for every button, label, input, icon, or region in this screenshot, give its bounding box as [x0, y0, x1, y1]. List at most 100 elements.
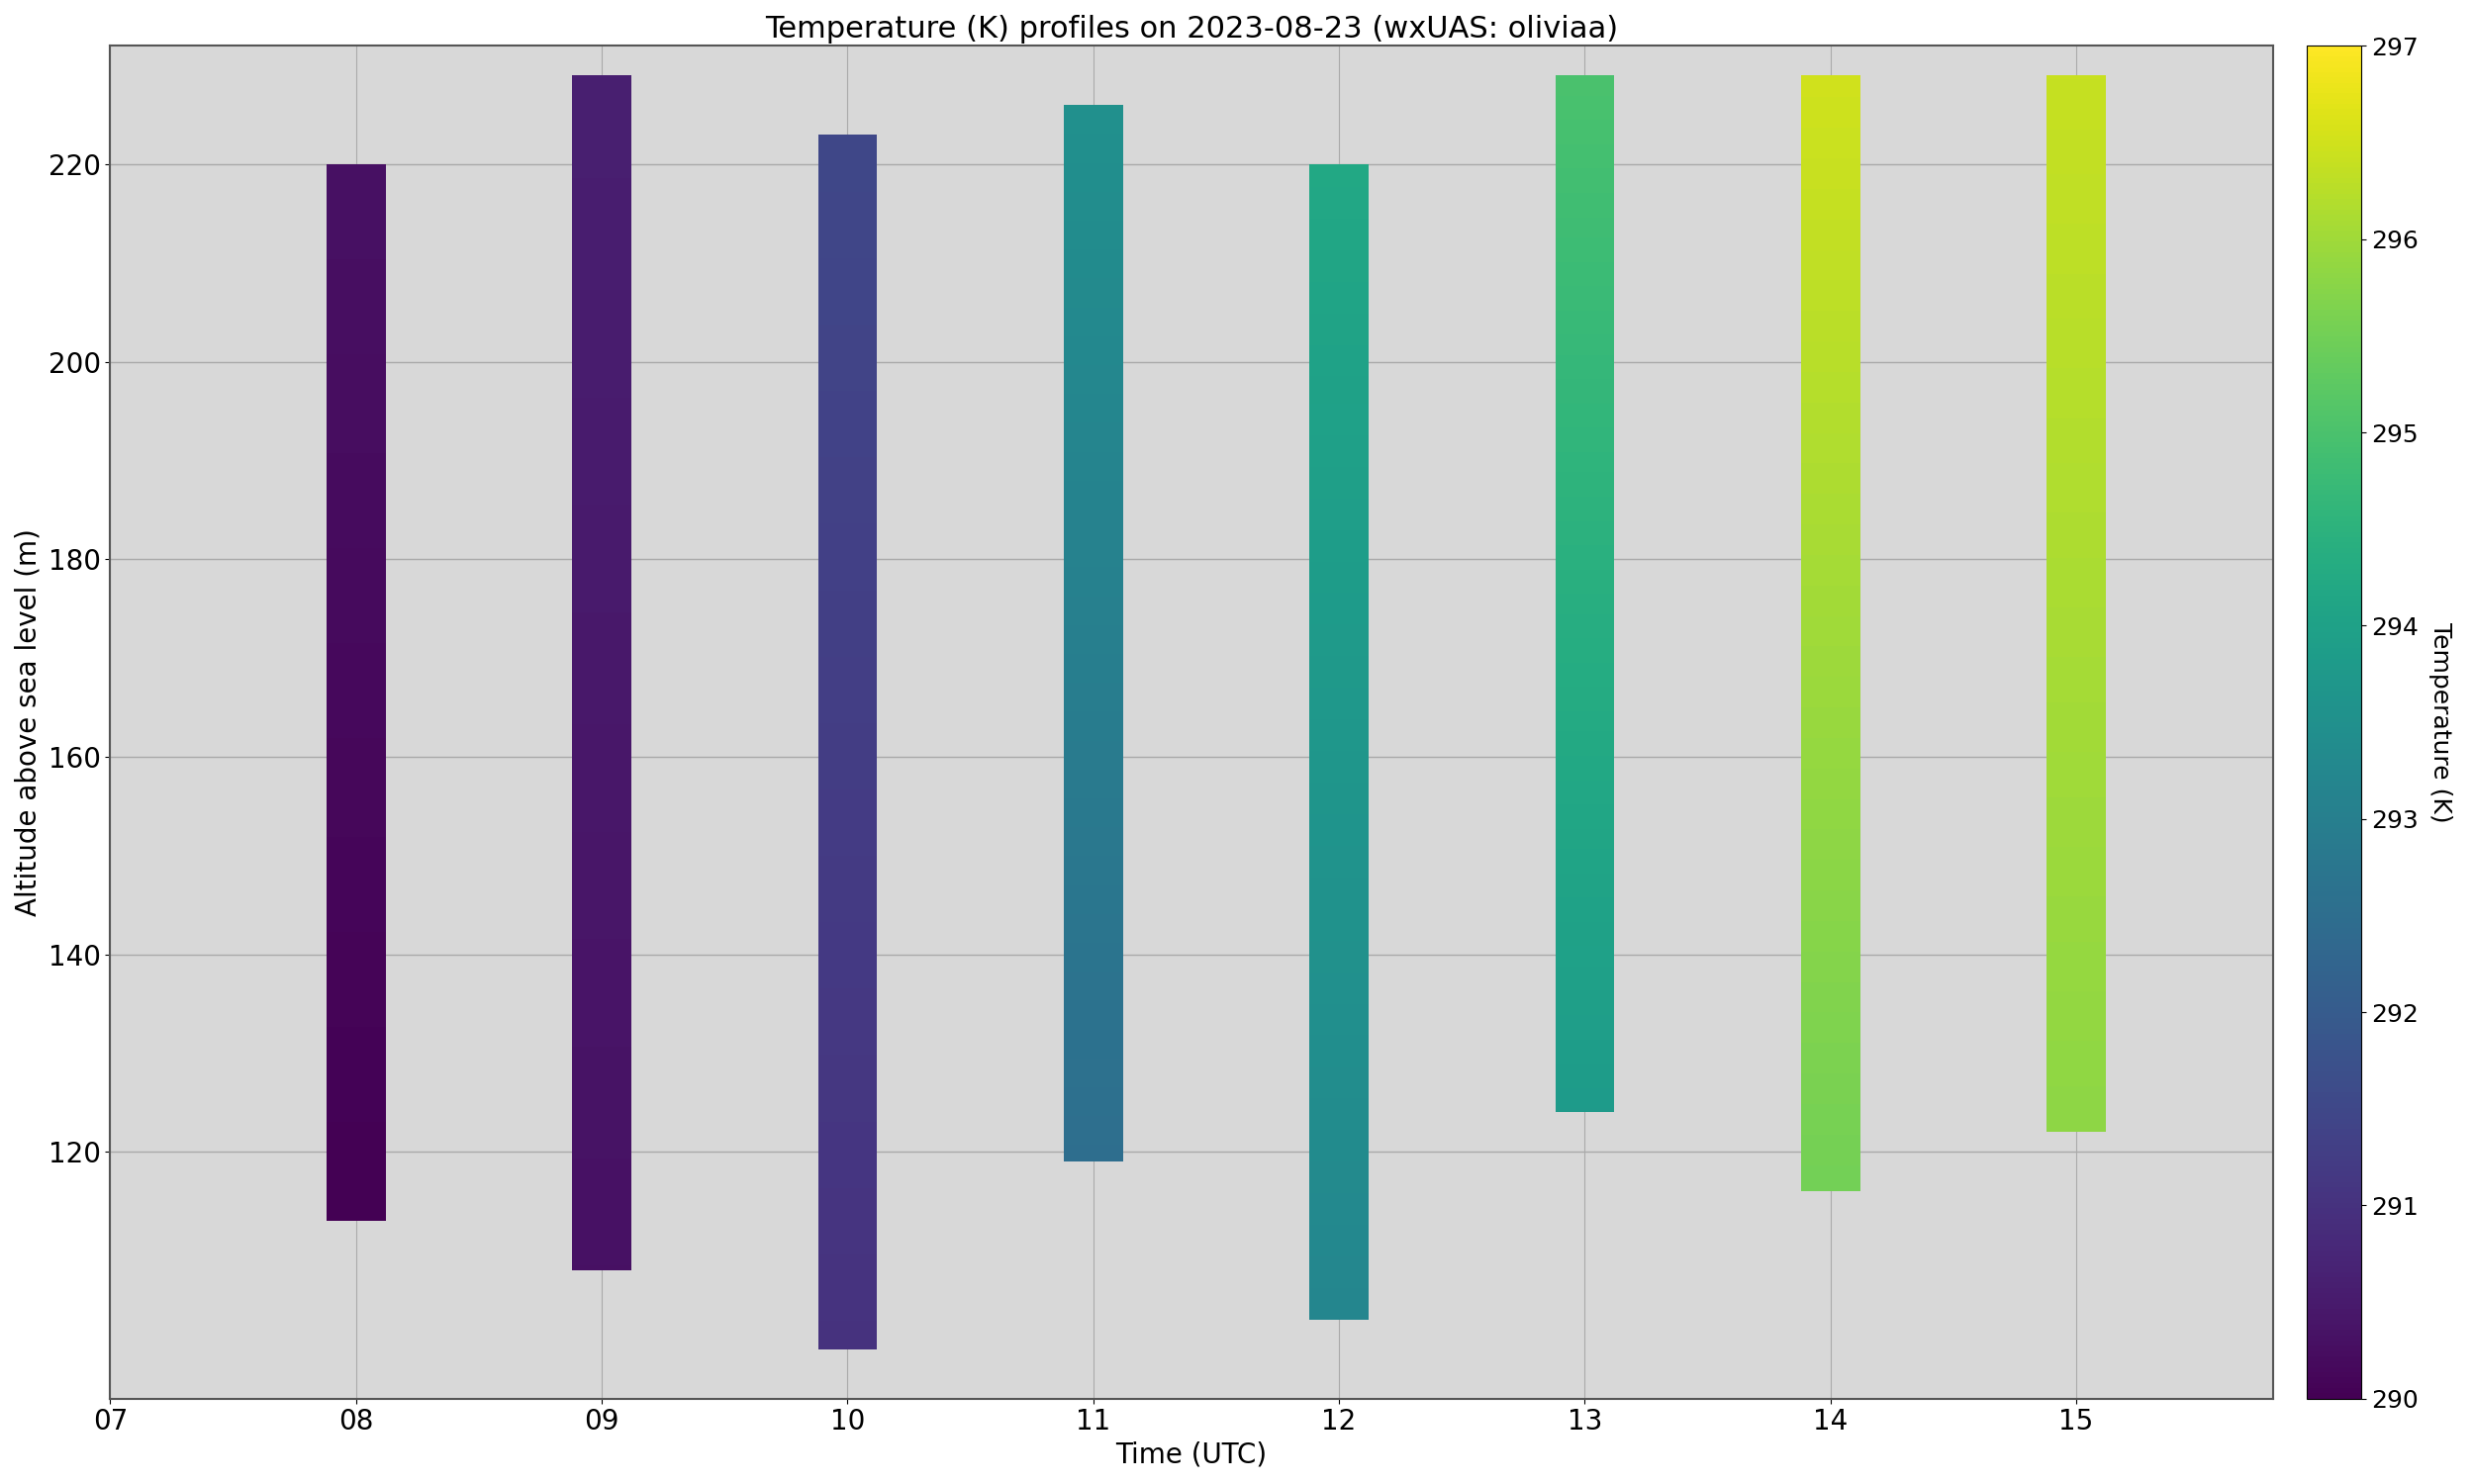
Bar — [1309, 490, 1368, 494]
Bar — [1064, 1112, 1123, 1116]
Bar — [1556, 411, 1613, 416]
Bar — [1801, 1048, 1860, 1052]
Bar — [819, 567, 876, 571]
Bar — [1556, 748, 1613, 752]
Bar — [1556, 994, 1613, 999]
Bar — [327, 668, 386, 672]
Bar — [571, 631, 631, 635]
Bar — [1801, 611, 1860, 616]
Bar — [571, 542, 631, 546]
Bar — [2046, 546, 2105, 551]
Bar — [1556, 1020, 1613, 1022]
Bar — [1309, 291, 1368, 295]
Bar — [2046, 1107, 2105, 1112]
Bar — [2046, 646, 2105, 649]
Bar — [819, 1282, 876, 1288]
Bar — [1064, 439, 1123, 444]
Bar — [2046, 456, 2105, 459]
Bar — [571, 1196, 631, 1201]
Bar — [819, 699, 876, 703]
Bar — [819, 295, 876, 301]
Bar — [1064, 646, 1123, 650]
Bar — [1309, 755, 1368, 760]
Bar — [2046, 303, 2105, 307]
Bar — [819, 733, 876, 738]
Bar — [1064, 530, 1123, 534]
Bar — [327, 941, 386, 944]
Bar — [1064, 926, 1123, 930]
Bar — [1309, 674, 1368, 678]
Bar — [1064, 361, 1123, 365]
Bar — [1309, 399, 1368, 404]
Bar — [819, 1060, 876, 1064]
Bar — [327, 1159, 386, 1163]
Bar — [819, 794, 876, 798]
Bar — [327, 816, 386, 821]
Bar — [1309, 738, 1368, 742]
Bar — [1556, 160, 1613, 165]
Bar — [1801, 537, 1860, 542]
Bar — [1801, 1109, 1860, 1113]
Bar — [1064, 712, 1123, 715]
Bar — [571, 1107, 631, 1112]
Bar — [1309, 534, 1368, 539]
Bar — [819, 396, 876, 401]
Bar — [571, 476, 631, 481]
Bar — [1801, 285, 1860, 289]
Bar — [1309, 1252, 1368, 1257]
Bar — [327, 503, 386, 508]
Bar — [1556, 922, 1613, 926]
Bar — [1064, 733, 1123, 736]
Bar — [571, 1163, 631, 1168]
Bar — [571, 935, 631, 939]
Bar — [819, 766, 876, 770]
Bar — [1556, 1067, 1613, 1071]
Bar — [2046, 76, 2105, 80]
Bar — [1556, 558, 1613, 561]
Bar — [1801, 616, 1860, 620]
Bar — [1556, 221, 1613, 226]
Bar — [1556, 261, 1613, 266]
Bar — [571, 896, 631, 902]
Title: Temperature (K) profiles on 2023-08-23 (wxUAS: oliviaa): Temperature (K) profiles on 2023-08-23 (… — [764, 15, 1618, 43]
Bar — [819, 884, 876, 889]
Bar — [2046, 632, 2105, 637]
Bar — [819, 377, 876, 381]
Bar — [1801, 85, 1860, 89]
Bar — [327, 841, 386, 846]
Bar — [819, 993, 876, 999]
Bar — [819, 604, 876, 608]
Bar — [1064, 1034, 1123, 1037]
Bar — [819, 898, 876, 904]
Bar — [819, 539, 876, 543]
Bar — [1309, 1275, 1368, 1279]
Bar — [571, 1233, 631, 1238]
Bar — [327, 1060, 386, 1064]
Bar — [1064, 1083, 1123, 1088]
Bar — [1801, 978, 1860, 982]
Bar — [571, 1022, 631, 1027]
Bar — [819, 969, 876, 975]
Bar — [819, 1117, 876, 1122]
Bar — [327, 585, 386, 589]
Bar — [1064, 979, 1123, 984]
Bar — [1064, 1153, 1123, 1158]
Bar — [1064, 411, 1123, 414]
Bar — [1064, 914, 1123, 919]
Bar — [819, 1155, 876, 1159]
Bar — [1064, 1125, 1123, 1129]
Bar — [1801, 904, 1860, 908]
Bar — [1064, 678, 1123, 683]
Bar — [2046, 224, 2105, 229]
Bar — [2046, 319, 2105, 324]
Bar — [819, 1008, 876, 1012]
Bar — [327, 788, 386, 791]
Bar — [1801, 695, 1860, 699]
Bar — [327, 355, 386, 358]
Bar — [819, 500, 876, 505]
Bar — [571, 220, 631, 224]
Bar — [327, 1126, 386, 1131]
Bar — [2046, 365, 2105, 368]
Bar — [1064, 861, 1123, 865]
Bar — [1309, 1036, 1368, 1040]
